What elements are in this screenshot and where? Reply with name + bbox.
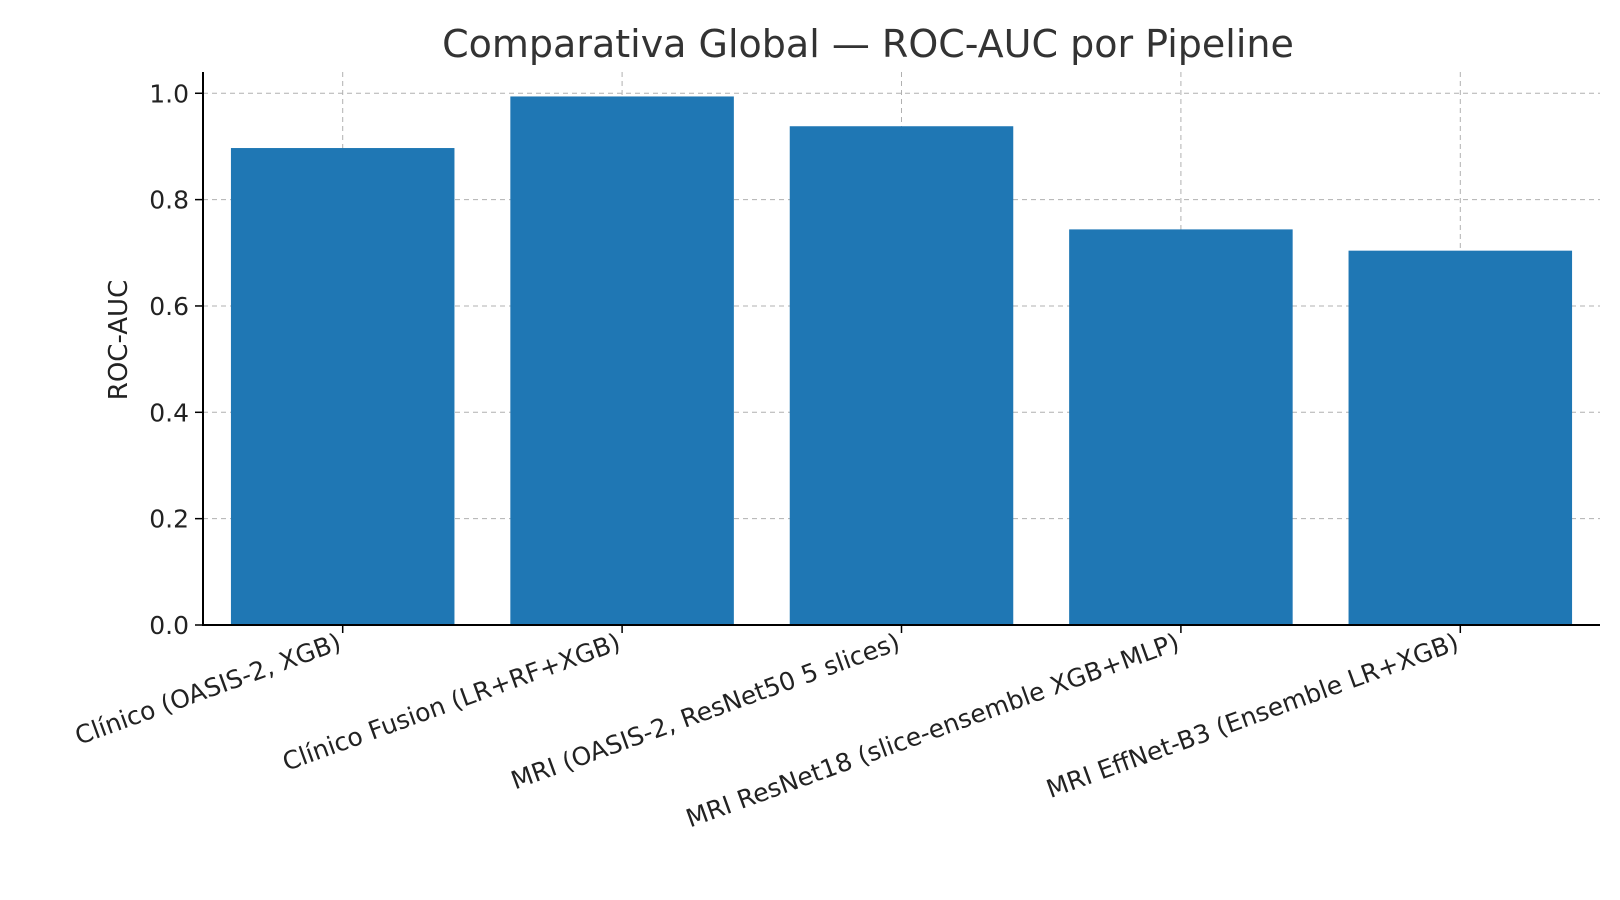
y-tick-labels: 0.0 0.2 0.4 0.6 0.8 1.0 [149,79,189,640]
y-tick-label: 0.4 [149,398,189,427]
bars [230,96,1573,626]
x-tick-label: MRI ResNet18 (slice-ensemble XGB+MLP) [682,627,1183,833]
bar [1348,250,1573,625]
bar [1069,229,1293,625]
y-tick-label: 1.0 [149,79,189,108]
y-tick-label: 0.8 [149,186,189,215]
y-tick-label: 0.0 [149,611,189,640]
bar [510,96,734,626]
x-tick-label: Clínico (OASIS-2, XGB) [71,627,345,750]
axes [195,72,1600,633]
y-axis-label: ROC-AUC [104,280,134,400]
chart-title: Comparativa Global — ROC-AUC por Pipelin… [442,22,1294,66]
y-tick-label: 0.6 [149,292,189,321]
bar [789,126,1014,625]
x-tick-labels: Clínico (OASIS-2, XGB)Clínico Fusion (LR… [71,627,1462,833]
bar [230,148,455,625]
y-tick-label: 0.2 [149,505,189,534]
